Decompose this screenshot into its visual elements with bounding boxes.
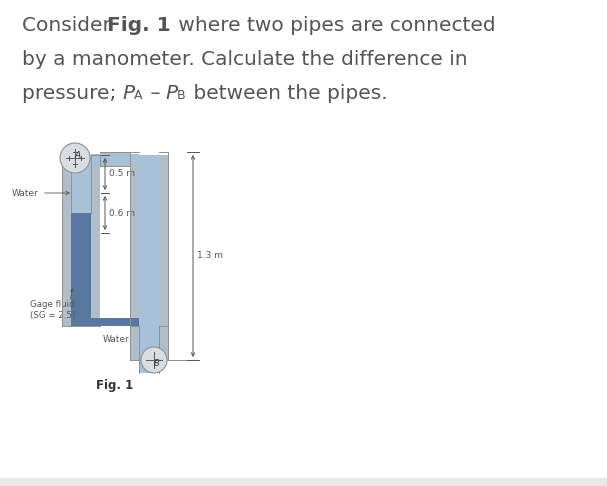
Bar	[100, 152, 130, 166]
Bar	[130, 326, 139, 360]
Bar	[91, 155, 100, 326]
Bar	[139, 318, 159, 326]
Bar	[139, 155, 159, 318]
Text: where two pipes are connected: where two pipes are connected	[172, 16, 496, 35]
Text: B: B	[177, 89, 186, 102]
Text: Water: Water	[12, 189, 38, 197]
Bar	[0, 478, 607, 486]
Bar	[139, 326, 159, 373]
Bar	[159, 155, 168, 318]
Text: between the pipes.: between the pipes.	[187, 84, 388, 103]
Text: Water: Water	[102, 335, 129, 345]
Bar	[130, 155, 139, 318]
Bar	[71, 318, 159, 326]
Bar	[91, 154, 139, 164]
Text: Fig. 1: Fig. 1	[107, 16, 171, 35]
Text: Gage fluid
(SG = 2.5): Gage fluid (SG = 2.5)	[30, 299, 75, 320]
Text: P: P	[165, 84, 177, 103]
Text: B: B	[154, 359, 160, 367]
Text: A: A	[75, 151, 81, 159]
Text: A: A	[134, 89, 143, 102]
Circle shape	[141, 347, 167, 373]
Text: 0.6 m: 0.6 m	[109, 208, 135, 218]
Bar	[62, 318, 168, 326]
Text: pressure;: pressure;	[22, 84, 123, 103]
Text: 1.3 m: 1.3 m	[197, 251, 223, 260]
Text: 0.5 m: 0.5 m	[109, 170, 135, 178]
Bar	[71, 155, 91, 213]
Text: Consider: Consider	[22, 16, 117, 35]
Circle shape	[60, 143, 90, 173]
Text: P: P	[122, 84, 134, 103]
Bar	[159, 326, 168, 360]
Text: by a manometer. Calculate the difference in: by a manometer. Calculate the difference…	[22, 50, 467, 69]
Bar	[62, 155, 71, 326]
Bar	[71, 213, 91, 318]
Text: Fig. 1: Fig. 1	[97, 379, 134, 392]
Text: –: –	[144, 84, 167, 103]
